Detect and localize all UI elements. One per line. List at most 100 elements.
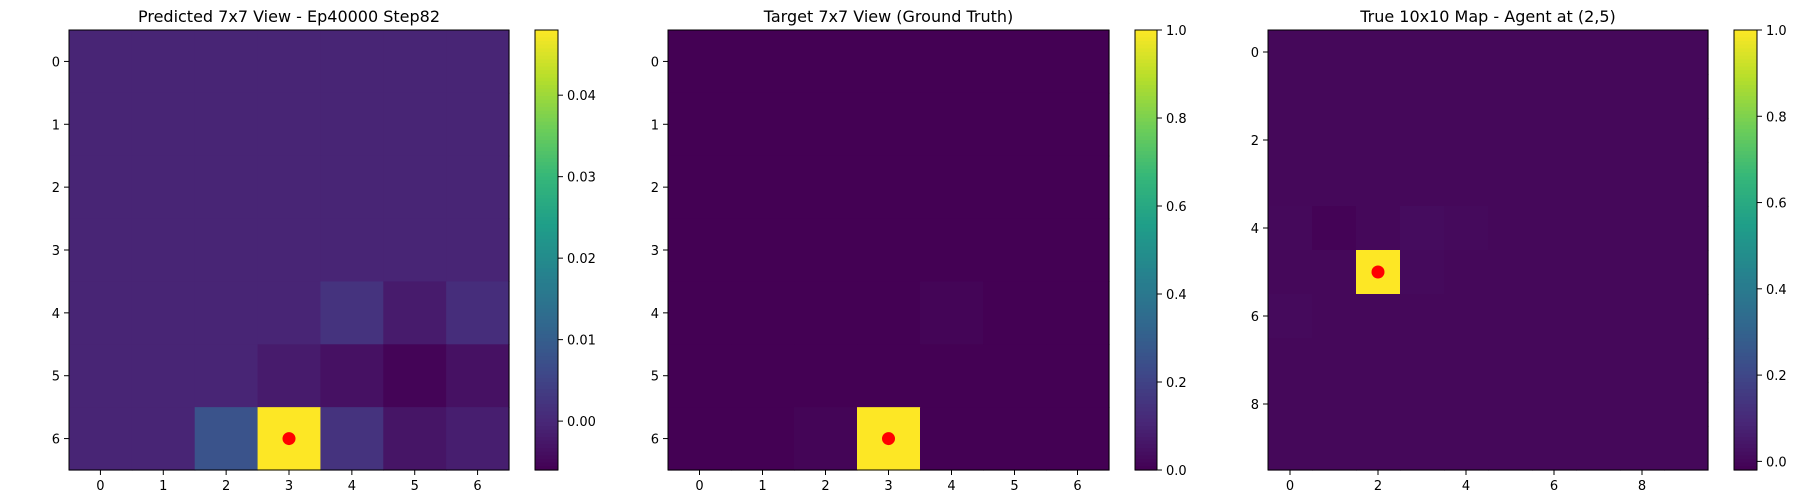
heatmap-cell (1046, 344, 1110, 408)
colorbar-segment (535, 33, 558, 38)
colorbar-segment (1135, 316, 1157, 321)
colorbar-segment (535, 44, 558, 49)
colorbar-segment (535, 129, 558, 134)
colorbar-frame (1134, 29, 1158, 471)
colorbar-segment (1135, 451, 1157, 456)
colorbar-segment (535, 396, 558, 401)
colorbar-segment (535, 239, 558, 244)
x-tick-label: 1 (159, 479, 167, 494)
colorbar-segment (535, 242, 558, 247)
colorbar-segment (1734, 246, 1757, 251)
colorbar-segment (1734, 59, 1757, 64)
colorbar-segment (535, 301, 558, 306)
colorbar-tick-label: 1.0 (1766, 24, 1787, 39)
colorbar-tick-label: 0.01 (567, 334, 596, 349)
colorbar-segment (535, 338, 558, 343)
colorbar-segment (1734, 316, 1757, 321)
heatmap-cell (131, 155, 196, 220)
colorbar-segment (535, 433, 558, 438)
heatmap-cell (383, 30, 447, 94)
heatmap-cell (257, 281, 322, 345)
heatmap-cell (1444, 118, 1489, 163)
colorbar-segment (1135, 187, 1157, 192)
colorbar-segment (1734, 404, 1757, 409)
colorbar-tick-label: 0.6 (1766, 197, 1787, 212)
colorbar-segment (1135, 209, 1157, 214)
heatmap-cell (131, 344, 196, 408)
heatmap-cell (668, 92, 732, 157)
colorbar-segment (535, 66, 558, 71)
colorbar-segment (1135, 52, 1157, 57)
heatmap-cell (1312, 250, 1357, 295)
colorbar-segment (1734, 242, 1757, 247)
colorbar-segment (1135, 466, 1157, 471)
heatmap-cell (731, 92, 795, 157)
colorbar-segment (1734, 52, 1757, 57)
colorbar-segment (535, 70, 558, 75)
colorbar-segment (1734, 217, 1757, 222)
colorbar-segment (535, 367, 558, 372)
colorbar-segment (535, 180, 558, 185)
heatmap-cell (257, 218, 322, 283)
colorbar-segment (535, 41, 558, 46)
colorbar-segment (1135, 191, 1157, 196)
colorbar-segment (1734, 41, 1757, 46)
heatmap-cell (1444, 30, 1489, 75)
heatmap-cell (1664, 162, 1709, 207)
agent-marker (882, 432, 895, 446)
colorbar-segment (1734, 257, 1757, 262)
colorbar-segment (1734, 466, 1757, 471)
colorbar-segment (1734, 334, 1757, 339)
heatmap-cell (920, 218, 984, 283)
colorbar-segment (535, 382, 558, 387)
colorbar-segment (535, 140, 558, 145)
colorbar-segment (1734, 37, 1757, 42)
colorbar-segment (1135, 378, 1157, 383)
heatmap-cell (1312, 338, 1357, 383)
colorbar-segment (535, 341, 558, 346)
x-tick-label: 4 (1462, 479, 1470, 494)
chart-title: Target 7x7 View (Ground Truth) (763, 7, 1014, 26)
heatmap-cell (920, 92, 984, 157)
colorbar-tick-label: 0.8 (1766, 110, 1787, 125)
heatmap-cell (1400, 30, 1445, 75)
x-tick-label: 1 (758, 479, 766, 494)
colorbar-segment (1734, 462, 1757, 467)
colorbar-segment (535, 455, 558, 460)
y-tick-label: 2 (1251, 134, 1259, 149)
heatmap-cell (920, 30, 984, 94)
heatmap-cell (131, 281, 196, 345)
heatmap-cell (1268, 294, 1313, 339)
heatmap-cell (1400, 74, 1445, 119)
colorbar-segment (1135, 30, 1157, 35)
colorbar-segment (535, 176, 558, 181)
y-tick-label: 6 (651, 433, 659, 448)
colorbar-segment (535, 143, 558, 148)
colorbar-segment (535, 316, 558, 321)
colorbar-segment (535, 250, 558, 255)
heatmap-cell (320, 155, 384, 220)
colorbar-segment (1734, 286, 1757, 291)
colorbar-segment (1734, 349, 1757, 354)
chart-title: True 10x10 Map - Agent at (2,5) (1359, 7, 1616, 26)
colorbar-segment (1135, 44, 1157, 49)
colorbar-segment (535, 96, 558, 101)
colorbar-segment (1734, 312, 1757, 317)
colorbar-segment (535, 121, 558, 126)
heatmap-cell (1046, 281, 1110, 345)
heatmap-cell (1620, 206, 1665, 251)
colorbar-segment (535, 125, 558, 130)
heatmap-cell (1356, 338, 1401, 383)
heatmap-panel-1: Predicted 7x7 View - Ep40000 Step82 0 1 2 3 4… (52, 7, 596, 494)
colorbar-segment (1135, 341, 1157, 346)
colorbar-segment (1135, 231, 1157, 236)
heatmap-cell (1268, 162, 1313, 207)
y-tick-label: 8 (1251, 398, 1259, 413)
colorbar-segment (535, 107, 558, 112)
colorbar-segment (1734, 323, 1757, 328)
colorbar-tick-label: 0.2 (1166, 376, 1187, 391)
y-tick-label: 0 (52, 55, 60, 70)
x-tick-label: 4 (348, 479, 356, 494)
colorbar-segment (535, 371, 558, 376)
colorbar-segment (535, 224, 558, 229)
